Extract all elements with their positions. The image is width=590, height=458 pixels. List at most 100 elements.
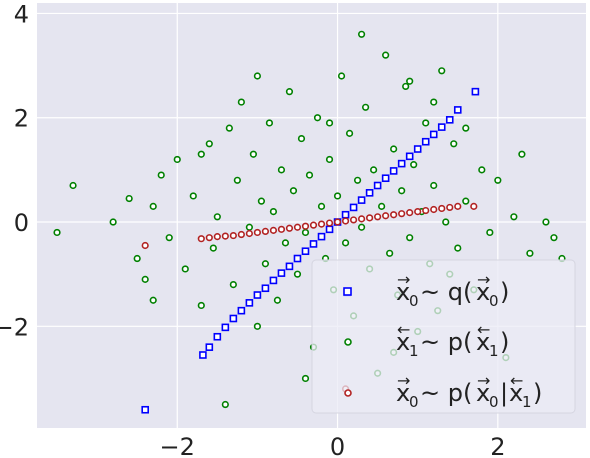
data-point [229,314,238,323]
data-point [446,203,454,212]
data-point [301,374,310,383]
data-point [430,205,438,214]
data-point [325,225,334,234]
data-point [205,140,213,148]
data-point [341,239,350,247]
data-point [277,269,286,277]
data-point [149,296,157,304]
legend-var: x [396,278,410,306]
data-point [325,219,334,227]
data-point [141,241,149,250]
data-point [349,216,358,224]
legend-text: ~ p( [420,328,472,356]
legend-var: x [476,379,490,407]
data-point [197,235,205,243]
data-point [422,119,430,127]
legend-text: ~ q( [420,278,472,306]
data-point [301,228,310,237]
data-point [390,145,398,153]
data-point [373,181,382,190]
data-point [229,231,237,240]
data-point [406,209,414,217]
data-point [253,72,262,80]
data-point [205,343,214,351]
data-point [390,211,398,219]
data-point [398,210,406,218]
data-point [53,228,61,237]
legend-arrow: → [477,270,490,289]
series-2 [141,202,478,393]
data-point [445,116,454,124]
tick-labels: −2 0 2 −2 0 2 4 [0,0,505,458]
data-point [454,244,462,252]
data-point [285,224,294,232]
data-point [470,202,478,210]
series-0 [141,87,480,414]
legend-text: ) [500,278,509,306]
y-tick-label: −2 [0,313,29,341]
data-point [293,254,302,263]
data-point [157,171,165,179]
data-point [406,234,414,242]
data-point [550,234,558,242]
data-point [269,276,278,285]
data-point [237,230,245,239]
data-point [141,405,149,414]
data-point [357,215,366,223]
data-point [233,176,241,184]
data-point [450,140,458,148]
data-point [349,203,358,212]
legend-arrow: → [477,371,490,390]
data-point [261,284,270,293]
data-point [213,332,222,341]
data-point [357,30,366,38]
data-point [197,150,205,158]
data-point [389,167,398,175]
x-tick-label: 0 [330,433,345,458]
data-point [366,214,374,222]
data-point [361,103,370,111]
data-point [378,202,386,210]
data-point [421,137,430,146]
data-point [289,187,298,195]
data-point [486,228,494,237]
legend-subscript: 0 [489,393,499,411]
data-point [526,249,534,257]
legend-arrow: ← [510,371,523,390]
data-point [269,226,278,234]
data-point [273,296,282,304]
data-point [301,247,310,256]
data-point [405,152,414,161]
data-point [453,106,462,114]
legend-arrow: ← [397,320,410,339]
data-point [438,67,446,75]
data-point [213,213,221,221]
legend-subscript: 1 [409,342,419,360]
legend-subscript: 0 [409,292,419,310]
data-point [317,202,326,210]
data-point [245,223,253,231]
legend-subscript: 0 [489,292,499,310]
data-point [353,176,362,184]
data-point [382,51,390,59]
data-point [205,234,213,242]
y-tick-label: 4 [14,0,29,28]
legend-box [311,259,576,414]
data-point [245,299,254,307]
data-point [341,210,350,219]
data-point [249,150,257,158]
data-point [386,249,394,257]
data-point [398,187,406,195]
data-point [165,234,173,242]
data-point [437,123,446,131]
data-point [325,155,334,164]
data-point [325,119,334,127]
data-point [365,189,374,197]
data-point [333,192,342,200]
data-point [518,150,526,158]
data-point [269,207,278,216]
data-point [510,213,518,221]
legend-var: x [476,328,490,356]
data-point [261,227,270,236]
